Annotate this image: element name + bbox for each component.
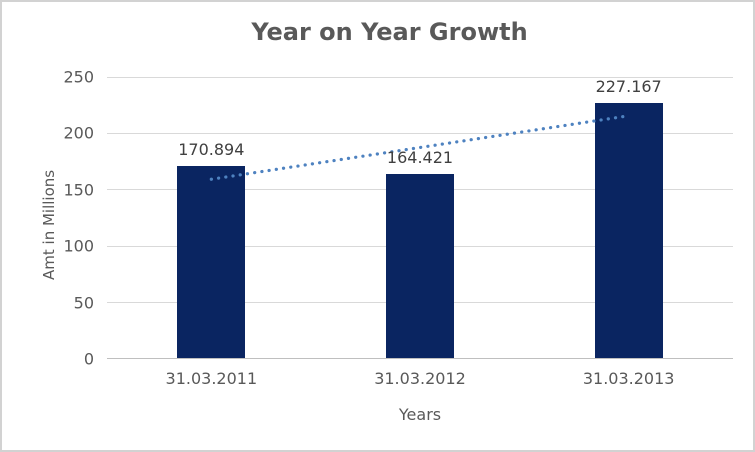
x-tick-label-31.03.2011: 31.03.2011	[165, 369, 258, 388]
y-tick-label-150: 150	[63, 180, 94, 200]
data-label-31.03.2011: 170.894	[178, 140, 245, 160]
trendline	[209, 114, 631, 181]
y-tick-label-100: 100	[63, 236, 94, 256]
y-tick-label-50: 50	[73, 293, 94, 313]
x-tick-label-31.03.2013: 31.03.2013	[582, 369, 675, 388]
y-tick-label-0: 0	[83, 349, 94, 369]
gridline-250	[107, 76, 733, 78]
x-tick-label-31.03.2012: 31.03.2012	[374, 369, 466, 388]
y-tick-label-200: 200	[63, 123, 94, 143]
plot-area: 31.03.2011 31.03.2012 31.03.2013 170.894 164…	[107, 76, 733, 388]
data-label-31.03.2013: 227.167	[595, 76, 662, 96]
trendline-segment	[209, 114, 631, 181]
bar-31.03.2011	[177, 166, 246, 358]
chart-title: Year on Year Growth	[251, 18, 528, 46]
data-label-31.03.2012: 164.421	[386, 147, 454, 167]
gridline-200	[107, 132, 733, 134]
y-tick-label-250: 250	[63, 67, 94, 87]
bar-31.03.2012	[386, 173, 454, 358]
bar-31.03.2013	[594, 102, 663, 358]
x-axis-title: Years	[398, 405, 442, 424]
y-axis-tick-labels: 0 50 100 150 200 250	[2, 68, 94, 369]
x-axis-line	[107, 358, 733, 359]
